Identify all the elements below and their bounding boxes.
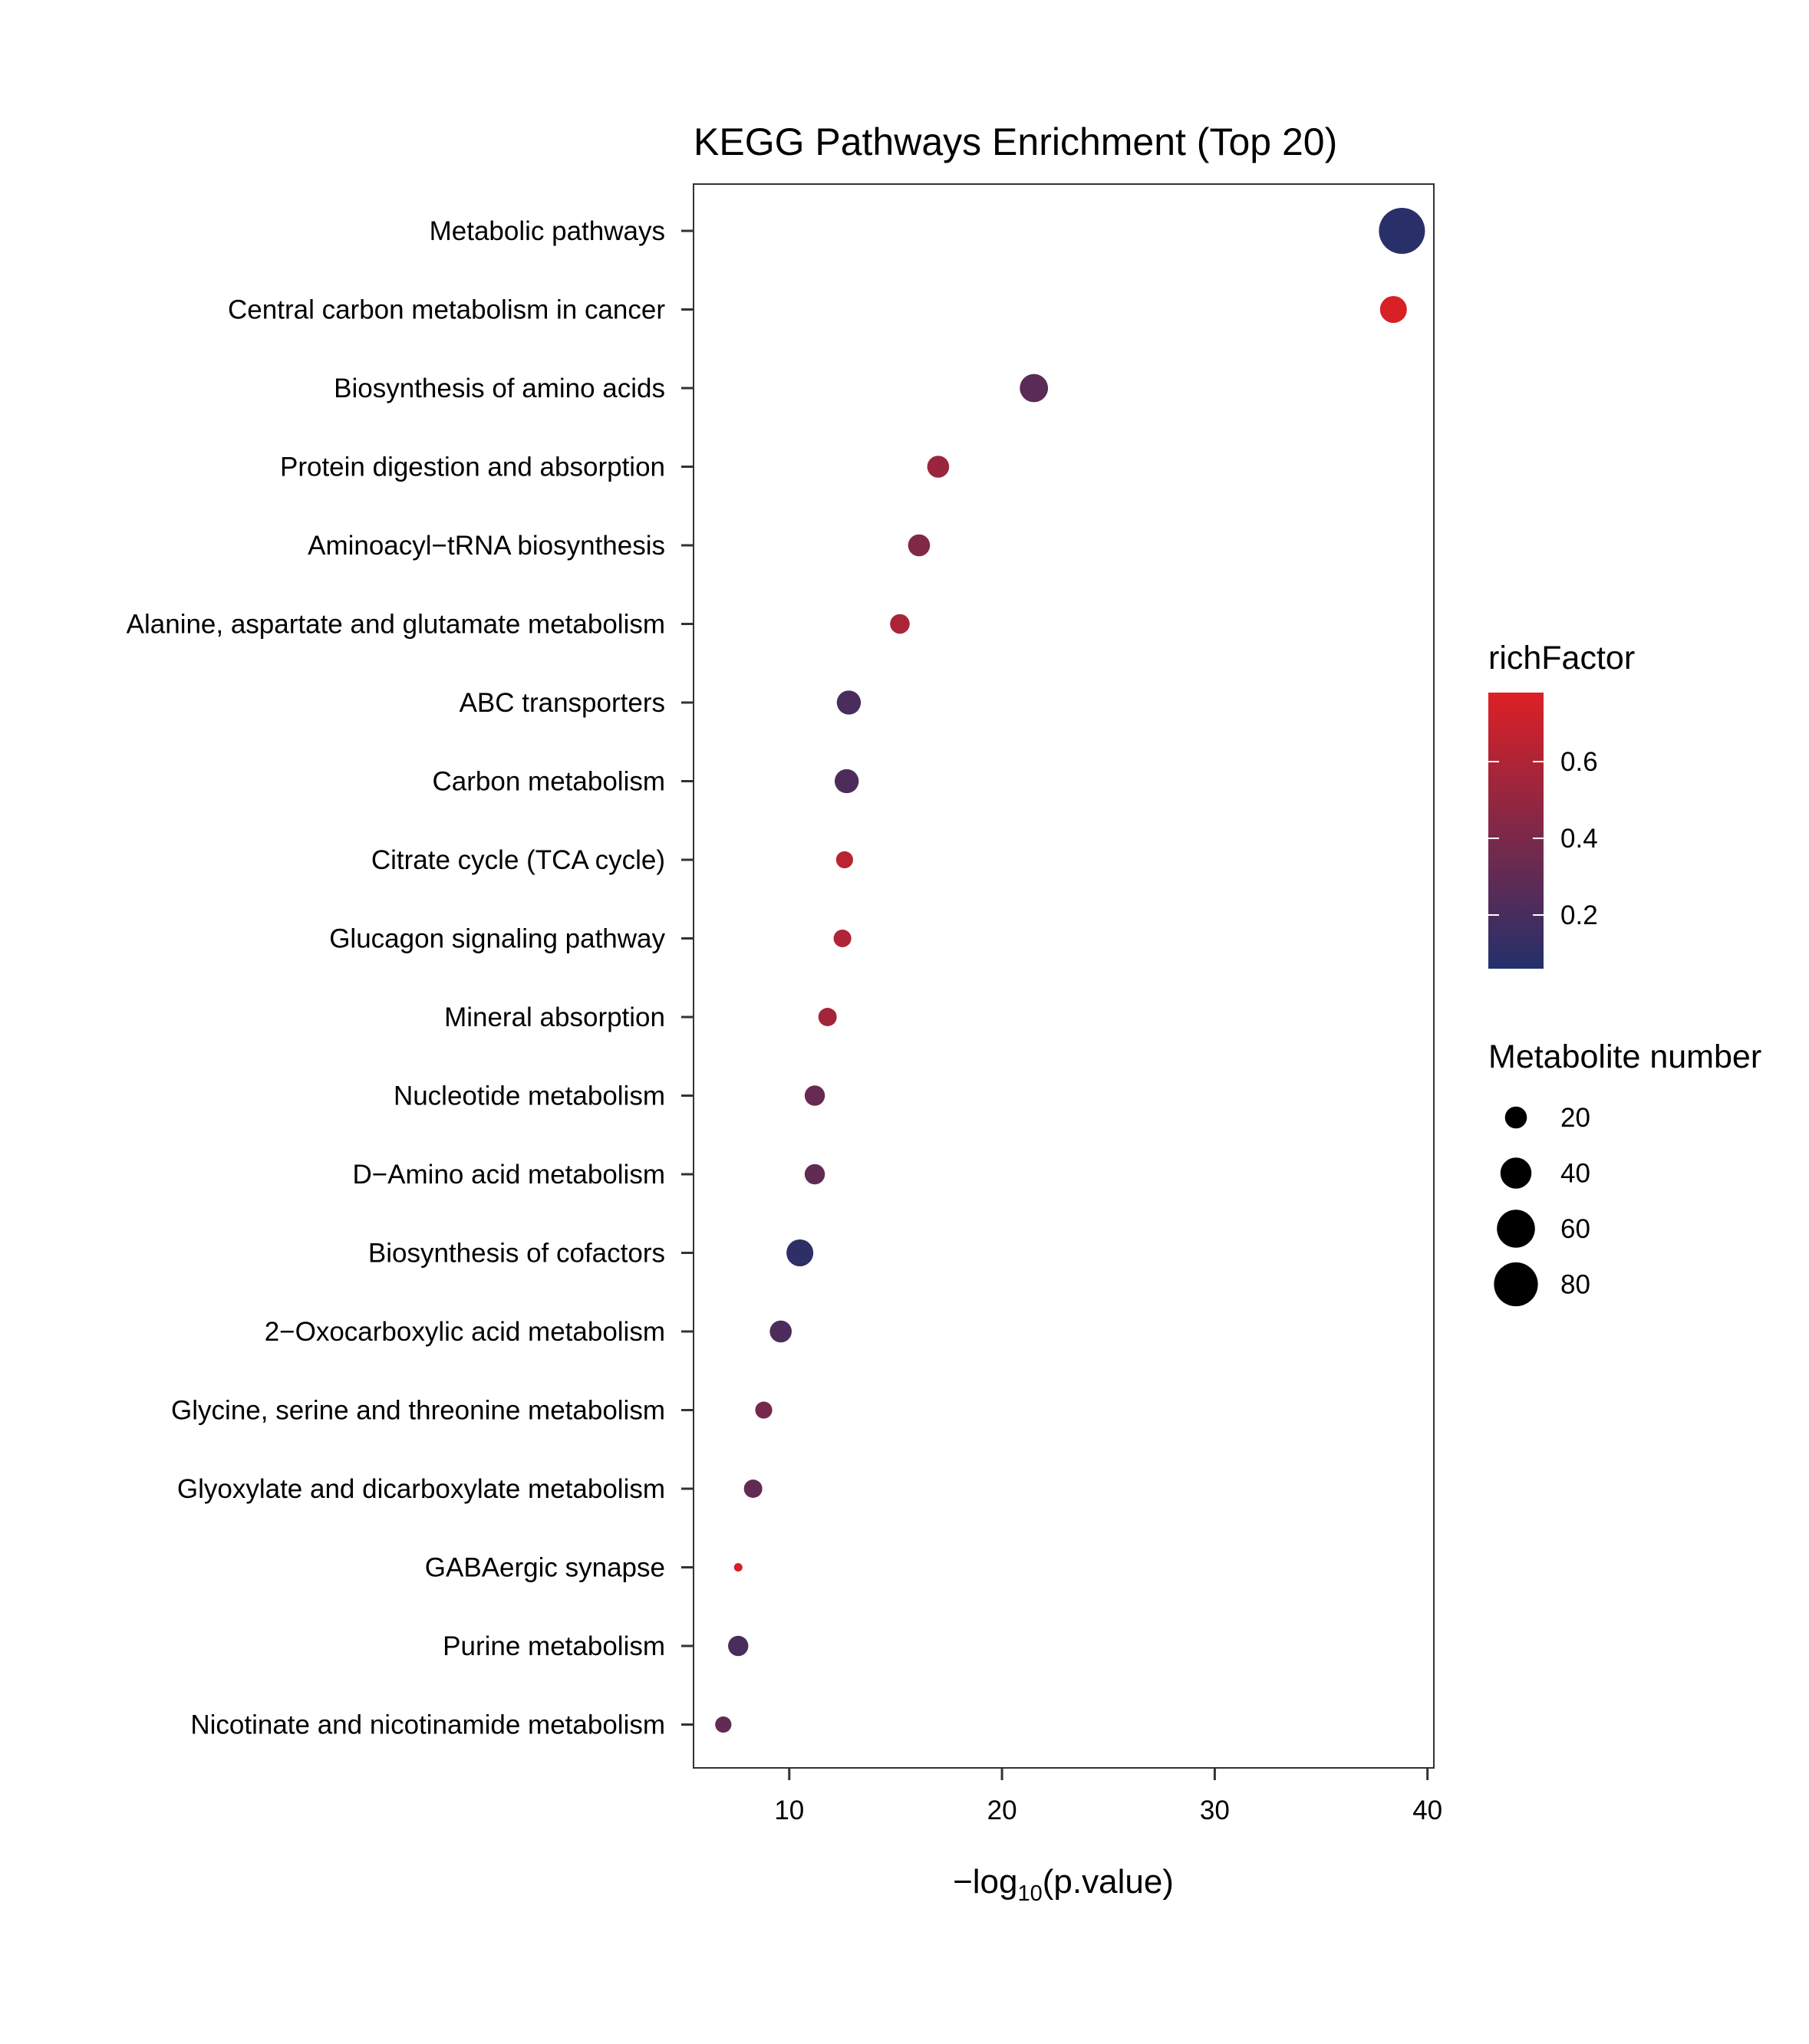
color-legend: richFactor 0.2 0.4 0.6	[1488, 640, 1635, 969]
data-point	[728, 1635, 749, 1657]
size-legend-title: Metabolite number	[1488, 1038, 1761, 1075]
y-tick-label: Citrate cycle (TCA cycle)	[371, 845, 665, 875]
x-tick-label: 10	[774, 1795, 804, 1825]
y-tick-label: Biosynthesis of amino acids	[334, 374, 665, 403]
y-tick-label: Central carbon metabolism in cancer	[228, 295, 665, 325]
data-point	[755, 1401, 773, 1419]
size-legend: Metabolite number 20 40 60 80	[1488, 1038, 1761, 1307]
y-tick-label: Alanine, aspartate and glutamate metabol…	[127, 610, 665, 640]
y-tick-label: Glucagon signaling pathway	[329, 924, 665, 954]
data-point	[927, 456, 950, 478]
data-point	[908, 534, 931, 557]
data-point	[1379, 295, 1407, 324]
size-legend-label: 20	[1560, 1103, 1590, 1133]
y-tick-label: ABC transporters	[460, 688, 665, 718]
color-legend-bar	[1488, 693, 1544, 969]
x-tick-label: 30	[1200, 1795, 1230, 1825]
y-tick-label: GABAergic synapse	[425, 1553, 665, 1583]
y-tick-label: D−Amino acid metabolism	[352, 1160, 665, 1190]
data-point	[733, 1562, 743, 1572]
y-tick-label: Metabolic pathways	[430, 216, 665, 246]
y-tick-label: Mineral absorption	[444, 1002, 665, 1032]
data-point	[1020, 374, 1049, 403]
y-tick-label: Biosynthesis of cofactors	[368, 1239, 665, 1269]
y-tick-label: 2−Oxocarboxylic acid metabolism	[265, 1317, 665, 1347]
size-legend-key	[1497, 1210, 1535, 1248]
color-legend-label: 0.2	[1560, 900, 1598, 930]
y-tick-label: Carbon metabolism	[433, 767, 665, 797]
size-legend-label: 60	[1560, 1214, 1590, 1244]
size-legend-key	[1504, 1106, 1527, 1129]
y-tick-label: Purine metabolism	[443, 1631, 665, 1661]
color-legend-label: 0.6	[1560, 747, 1598, 777]
chart-title: KEGG Pathways Enrichment (Top 20)	[694, 120, 1337, 163]
y-tick-label: Glycine, serine and threonine metabolism	[171, 1396, 665, 1426]
x-axis-label-subscript: 10	[1017, 1881, 1042, 1906]
data-point	[804, 1085, 825, 1106]
x-axis-label-suffix: (p.value)	[1043, 1863, 1174, 1901]
data-point	[1379, 207, 1425, 255]
x-tick-label: 40	[1412, 1795, 1442, 1825]
y-tick-label: Protein digestion and absorption	[280, 453, 665, 482]
data-point	[834, 769, 859, 794]
data-point	[769, 1320, 792, 1343]
data-point	[743, 1480, 763, 1498]
size-legend-label: 40	[1560, 1159, 1590, 1189]
y-tick-label: Nucleotide metabolism	[394, 1081, 665, 1111]
size-legend-key	[1494, 1262, 1538, 1307]
plot-panel	[693, 183, 1435, 1769]
data-point	[786, 1239, 814, 1267]
size-legend-keys: 20 40 60 80	[1494, 1103, 1590, 1307]
color-legend-label: 0.4	[1560, 824, 1598, 854]
color-legend-title: richFactor	[1488, 640, 1635, 676]
y-tick-label: Aminoacyl−tRNA biosynthesis	[308, 531, 665, 561]
data-point	[818, 1008, 837, 1026]
y-tick-label: Glyoxylate and dicarboxylate metabolism	[177, 1474, 665, 1504]
data-points	[715, 207, 1425, 1733]
y-tick-label: Nicotinate and nicotinamide metabolism	[190, 1710, 665, 1740]
x-axis-label-prefix: −log	[953, 1863, 1017, 1901]
data-point	[890, 614, 910, 634]
x-tick-label: 20	[987, 1795, 1017, 1825]
color-legend-ticks: 0.2 0.4 0.6	[1488, 747, 1598, 930]
x-axis: 10 20 30 40	[774, 1768, 1442, 1825]
data-point	[835, 851, 853, 869]
data-point	[804, 1164, 825, 1185]
data-point	[715, 1716, 732, 1733]
data-point	[836, 690, 862, 715]
size-legend-label: 80	[1560, 1270, 1590, 1300]
size-legend-key	[1500, 1157, 1532, 1189]
y-axis: Metabolic pathways Central carbon metabol…	[127, 216, 694, 1740]
data-point	[833, 929, 852, 948]
x-axis-label: −log10(p.value)	[953, 1863, 1174, 1906]
